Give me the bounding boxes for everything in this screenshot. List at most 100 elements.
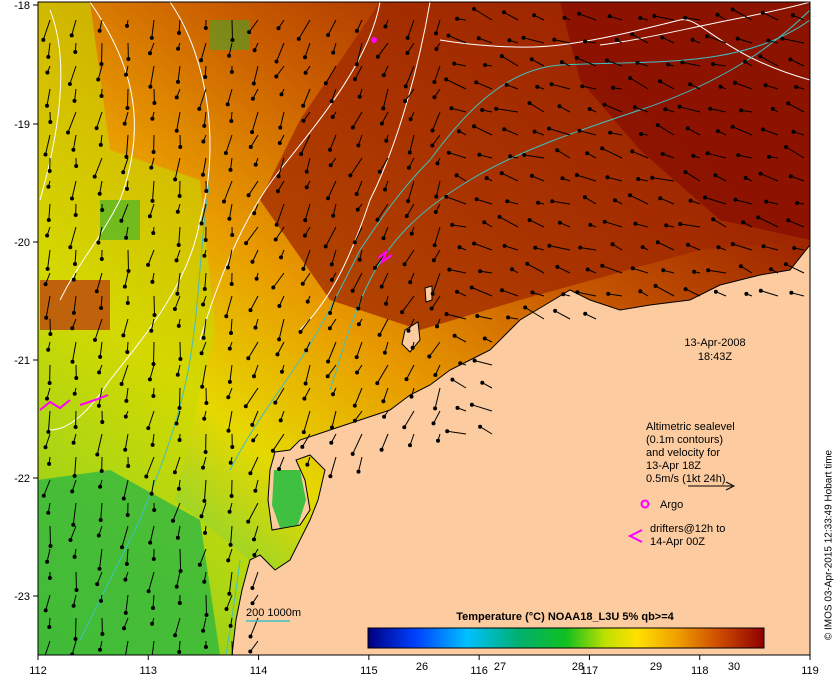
velocity-vector-head <box>472 358 477 363</box>
velocity-vector-head <box>692 269 697 274</box>
velocity-vector-head <box>786 218 791 223</box>
velocity-vector <box>448 35 467 44</box>
velocity-vector <box>227 88 233 105</box>
velocity-vector-head <box>74 164 79 168</box>
velocity-vector <box>201 203 207 224</box>
velocity-vector <box>42 19 51 41</box>
velocity-vector-head <box>278 418 283 423</box>
velocity-vector-head <box>743 59 748 64</box>
velocity-vector-head <box>298 329 303 334</box>
velocity-vector-head <box>433 406 438 411</box>
velocity-vector <box>327 180 337 199</box>
credit-line: © IMOS 03-Apr-2015 12:33:49 Hobart time <box>823 449 835 641</box>
velocity-vector-head <box>304 169 309 174</box>
velocity-vector-head <box>435 161 440 166</box>
velocity-vector-head <box>406 165 411 170</box>
velocity-vector-head <box>71 310 76 315</box>
velocity-vector-head <box>225 102 230 107</box>
velocity-vector-head <box>223 151 228 155</box>
velocity-vector-head <box>350 288 355 293</box>
velocity-vector <box>44 640 51 655</box>
velocity-vector <box>604 104 623 113</box>
velocity-vector-head <box>175 535 180 540</box>
velocity-vector <box>272 433 285 451</box>
velocity-vector <box>408 318 415 332</box>
velocity-vector-head <box>655 123 660 128</box>
velocity-vector <box>227 548 233 561</box>
velocity-vector <box>45 594 51 611</box>
velocity-vector-head <box>683 15 688 20</box>
velocity-vector-head <box>72 473 77 478</box>
velocity-vector <box>785 146 805 159</box>
velocity-vector <box>379 318 389 336</box>
velocity-vector <box>45 134 51 155</box>
velocity-vector-head <box>780 36 785 41</box>
velocity-vector-head <box>632 105 637 110</box>
velocity-vector-head <box>152 101 157 105</box>
velocity-vector-head <box>574 55 579 60</box>
velocity-vector <box>174 617 181 636</box>
velocity-vector <box>785 263 805 274</box>
velocity-vector-head <box>73 213 78 217</box>
velocity-vector-head <box>329 440 334 445</box>
velocity-vector <box>632 150 649 159</box>
velocity-vector-head <box>125 106 130 110</box>
velocity-vector-head <box>605 58 609 63</box>
colorbar-title: Temperature (°C) NOAA18_L3U 5% qb>=4 <box>456 611 674 623</box>
drifter-legend-label: 14-Apr 00Z <box>650 536 705 548</box>
velocity-vector-head <box>276 26 281 31</box>
velocity-vector-head <box>229 119 234 123</box>
velocity-vector <box>199 548 207 565</box>
velocity-vector-head <box>99 257 104 261</box>
velocity-vector-head <box>608 130 613 135</box>
velocity-vector-head <box>253 325 258 330</box>
velocity-vector-head <box>123 447 128 452</box>
velocity-vector-head <box>474 80 479 85</box>
velocity-vector <box>609 15 623 21</box>
velocity-vector-head <box>46 54 51 59</box>
velocity-vector-head <box>480 108 485 112</box>
velocity-vector-head <box>703 195 707 200</box>
velocity-vector <box>248 19 259 33</box>
velocity-vector <box>734 82 753 90</box>
velocity-vector <box>680 223 701 228</box>
velocity-vector-head <box>125 513 130 517</box>
velocity-vector-head <box>508 154 513 159</box>
velocity-vector-head <box>271 285 276 290</box>
velocity-vector-head <box>602 102 607 107</box>
velocity-vector-head <box>70 359 75 364</box>
velocity-vector <box>760 55 779 67</box>
velocity-vector <box>71 479 77 492</box>
velocity-vector-head <box>690 37 695 42</box>
velocity-vector-head <box>444 194 449 199</box>
velocity-vector-head <box>99 94 104 98</box>
velocity-vector-head <box>71 522 76 527</box>
lat-tick-label: -21 <box>14 355 30 367</box>
velocity-vector <box>732 9 753 21</box>
velocity-vector <box>231 640 233 655</box>
velocity-vector <box>245 387 259 407</box>
legend-line: 13-Apr 18Z <box>646 460 701 472</box>
velocity-vector-head <box>352 418 357 423</box>
velocity-vector-head <box>252 374 256 379</box>
velocity-vector <box>477 315 493 320</box>
velocity-vector-head <box>636 177 641 181</box>
velocity-vector-head <box>605 175 610 180</box>
velocity-vector-head <box>635 60 640 65</box>
colorbar-tick-label: 29 <box>650 661 662 673</box>
velocity-vector-head <box>119 218 124 223</box>
velocity-vector <box>149 525 155 543</box>
velocity-vector-head <box>94 126 99 131</box>
velocity-vector-head <box>614 37 619 42</box>
velocity-vector-head <box>270 448 275 453</box>
velocity-vector-head <box>73 50 78 54</box>
velocity-vector-head <box>323 244 328 249</box>
land-mass <box>231 244 810 655</box>
velocity-vector <box>787 102 805 113</box>
velocity-vector-head <box>203 530 208 535</box>
velocity-vector-head <box>408 443 412 448</box>
velocity-vector <box>97 65 103 80</box>
velocity-vector-head <box>770 106 775 111</box>
velocity-vector-head <box>123 577 128 582</box>
velocity-vector <box>531 58 545 67</box>
